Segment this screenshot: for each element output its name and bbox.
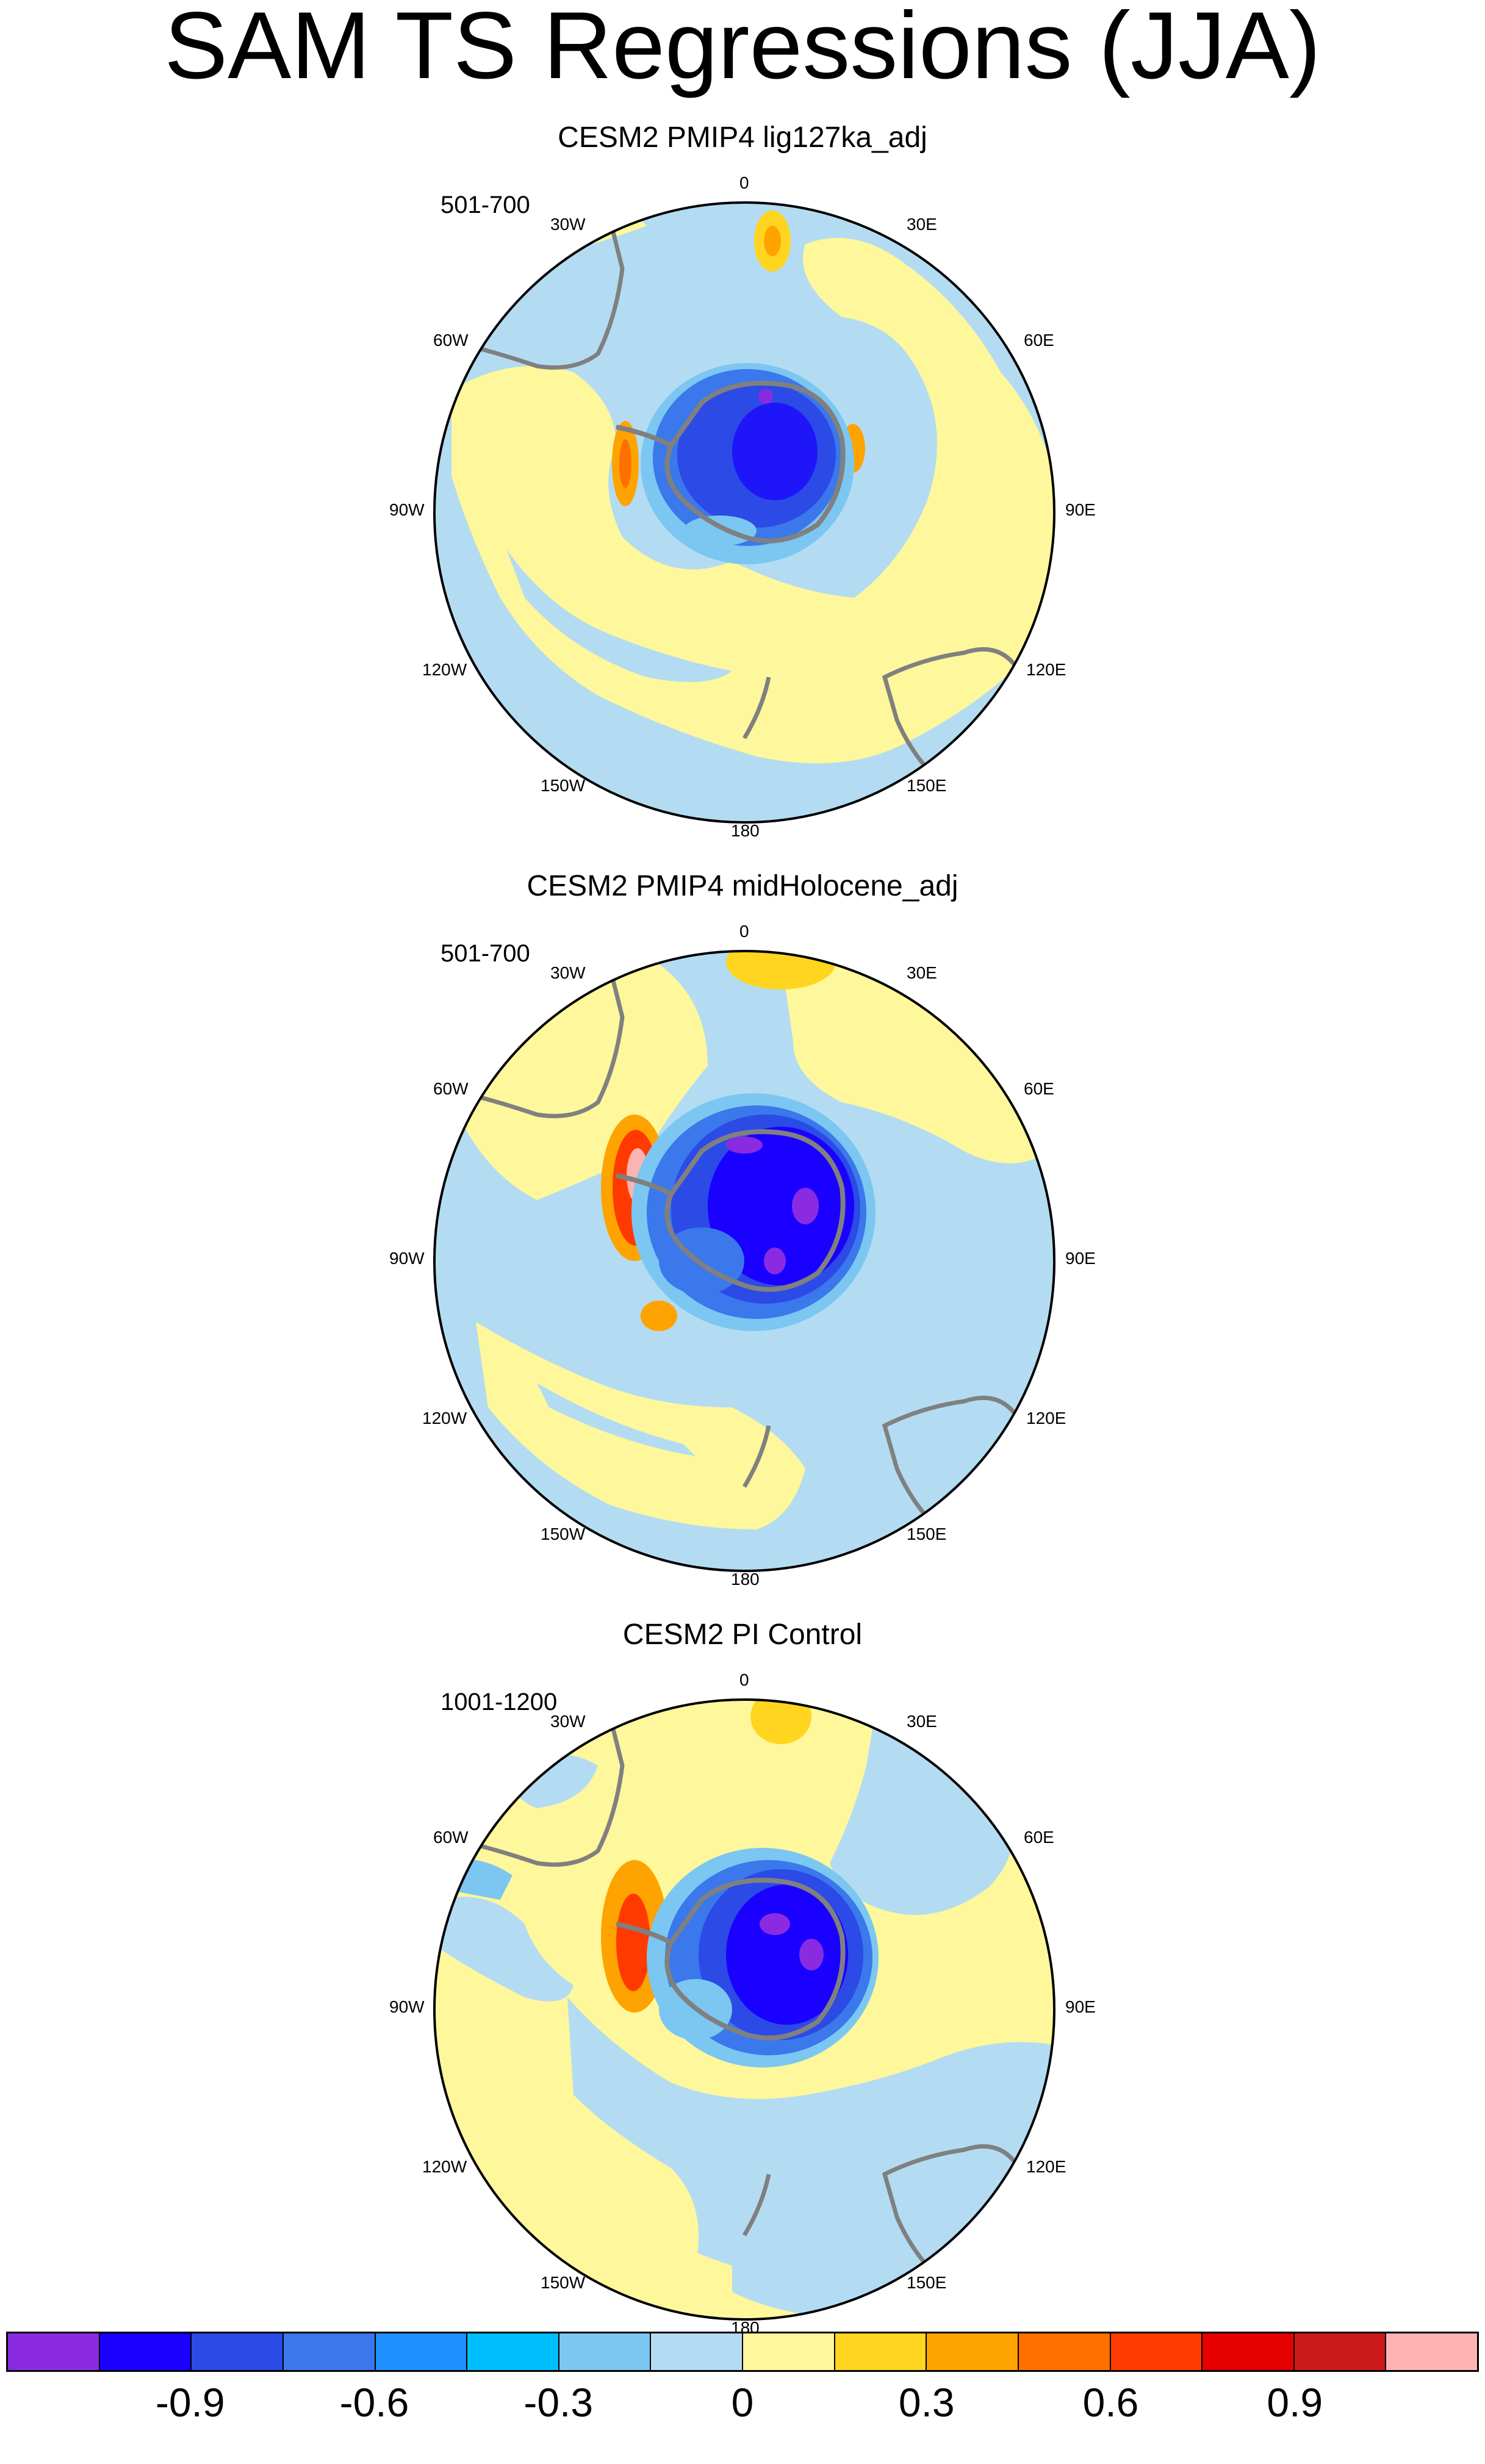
colorbar-box xyxy=(1203,2333,1295,2370)
colorbar-box xyxy=(375,2333,468,2370)
colorbar-box xyxy=(8,2333,100,2370)
colorbar-tick-label: 0.9 xyxy=(1267,2380,1323,2425)
colorbar-box xyxy=(1018,2333,1111,2370)
colorbar xyxy=(6,2332,1479,2372)
lon-label-30w: 30W xyxy=(550,1712,586,1731)
lon-label-60w: 60W xyxy=(433,1079,469,1098)
lon-label-120e: 120E xyxy=(1026,2157,1066,2176)
lon-label-150e: 150E xyxy=(907,1525,947,1543)
lon-label-120w: 120W xyxy=(422,1409,467,1428)
lon-label-30e: 30E xyxy=(907,1712,937,1731)
lon-label-60e: 60E xyxy=(1024,1079,1054,1098)
lon-label-0: 0 xyxy=(739,922,749,941)
panel-title-pi-control: CESM2 PI Control xyxy=(622,1618,863,1651)
panel-period-pi-control: 1001-1200 xyxy=(440,1689,558,1715)
lon-label-90e: 90E xyxy=(1065,500,1096,519)
lon-label-30e: 30E xyxy=(907,963,937,982)
panel-title-midholocene: CESM2 PMIP4 midHolocene_adj xyxy=(527,870,958,902)
colorbar-box xyxy=(1294,2333,1387,2370)
lon-label-120e: 120E xyxy=(1026,1409,1066,1428)
colorbar-box xyxy=(743,2333,835,2370)
polar-map-pi-control: 0 30W 60W 90W 120W 150W 180 30E 60E 90E … xyxy=(389,1668,1096,2339)
lon-label-0: 0 xyxy=(739,1670,749,1689)
colorbar-tick-label: 0.3 xyxy=(898,2380,955,2425)
lon-label-90w: 90W xyxy=(389,1997,425,2016)
lon-label-30e: 30E xyxy=(907,215,937,234)
panel-period-lig127ka: 501-700 xyxy=(440,192,530,218)
lon-label-0: 0 xyxy=(739,173,749,192)
lon-label-90e: 90E xyxy=(1065,1249,1096,1268)
lon-label-90w: 90W xyxy=(389,1249,425,1268)
panel-title-lig127ka: CESM2 PMIP4 lig127ka_adj xyxy=(558,121,927,154)
lon-label-150e: 150E xyxy=(907,776,947,795)
lon-label-60w: 60W xyxy=(433,1828,469,1847)
lon-label-60w: 60W xyxy=(433,331,469,350)
lon-label-60e: 60E xyxy=(1024,331,1054,350)
colorbar-box xyxy=(835,2333,927,2370)
lon-label-150w: 150W xyxy=(541,2273,586,2292)
lon-label-120w: 120W xyxy=(422,2157,467,2176)
lon-label-120e: 120E xyxy=(1026,660,1066,679)
figure-title: SAM TS Regressions (JJA) xyxy=(164,0,1321,99)
colorbar-box xyxy=(1386,2333,1477,2370)
colorbar-tick-label: -0.9 xyxy=(155,2380,225,2425)
lon-label-90e: 90E xyxy=(1065,1997,1096,2016)
colorbar-tick-label: -0.3 xyxy=(523,2380,594,2425)
colorbar-tick-label: -0.6 xyxy=(339,2380,409,2425)
polar-map-svg xyxy=(433,1698,1055,2321)
lon-label-90w: 90W xyxy=(389,500,425,519)
polar-map-lig127ka: 0 30W 60W 90W 120W 150W 180 30E 60E 90E … xyxy=(389,171,1096,842)
colorbar-box xyxy=(467,2333,559,2370)
polar-map-svg xyxy=(433,201,1055,824)
lon-label-180: 180 xyxy=(731,1570,760,1589)
colorbar-box xyxy=(99,2333,192,2370)
lon-label-60e: 60E xyxy=(1024,1828,1054,1847)
lon-label-120w: 120W xyxy=(422,660,467,679)
lon-label-150w: 150W xyxy=(541,1525,586,1543)
lon-label-150w: 150W xyxy=(541,776,586,795)
polar-map-midholocene: 0 30W 60W 90W 120W 150W 180 30E 60E 90E … xyxy=(389,919,1096,1590)
colorbar-box xyxy=(651,2333,743,2370)
colorbar-box xyxy=(927,2333,1019,2370)
colorbar-box xyxy=(192,2333,284,2370)
polar-map-svg xyxy=(433,950,1055,1572)
panel-period-midholocene: 501-700 xyxy=(440,940,530,967)
lon-label-30w: 30W xyxy=(550,215,586,234)
lon-label-30w: 30W xyxy=(550,963,586,982)
colorbar-tick-label: 0.6 xyxy=(1082,2380,1139,2425)
colorbar-tick-label: 0 xyxy=(731,2380,754,2425)
colorbar-box xyxy=(1110,2333,1203,2370)
lon-label-180: 180 xyxy=(731,821,760,840)
colorbar-box xyxy=(559,2333,652,2370)
lon-label-150e: 150E xyxy=(907,2273,947,2292)
colorbar-box xyxy=(283,2333,376,2370)
